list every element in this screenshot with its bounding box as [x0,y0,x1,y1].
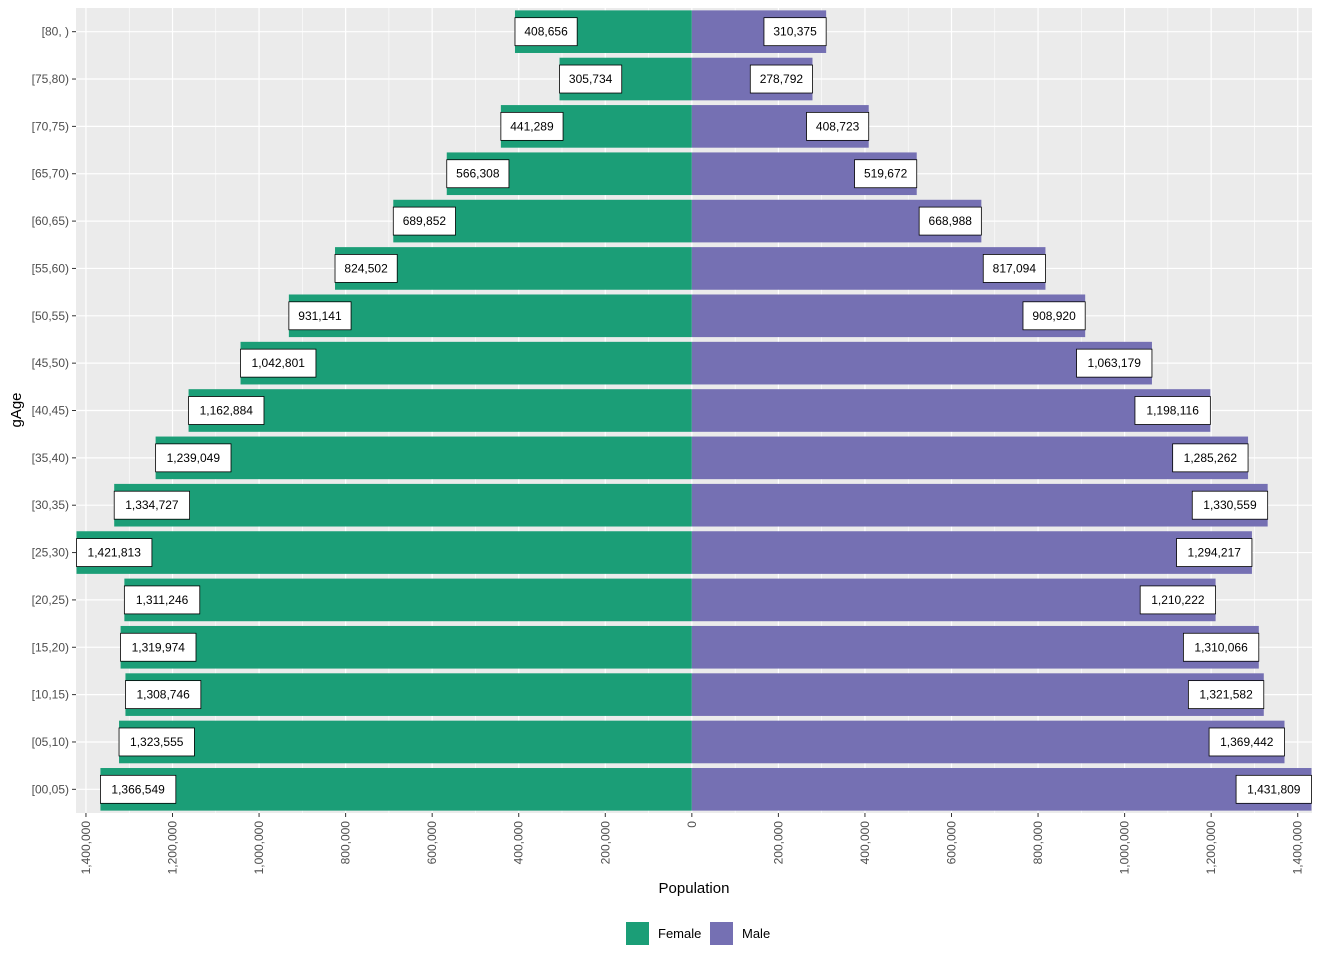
y-tick-label: [60,65) [32,214,69,228]
x-axis-title: Population [659,880,730,897]
data-label-male: 1,285,262 [1184,451,1238,465]
bar-male [692,721,1285,764]
data-label-male: 1,198,116 [1146,404,1199,418]
bar-female [77,531,692,574]
data-label-male: 1,330,559 [1203,498,1257,512]
y-axis: [80, ) [75,80) [70,75) [65,70) [60,65) [55,60… [32,25,76,797]
x-tick-label: 200,000 [771,821,785,865]
data-label-female: 1,319,974 [132,640,186,654]
bar-male [692,531,1252,574]
legend-label-female: Female [658,926,701,941]
data-label-male: 310,375 [773,25,817,39]
data-label-female: 1,042,801 [252,356,306,370]
x-tick-label: 1,400,000 [1291,821,1305,875]
legend: Female Male [626,922,770,945]
x-tick-label: 400,000 [858,821,872,865]
population-pyramid-chart: 408,656 310,375 305,734 278,792 441,289 408,7… [0,0,1320,962]
data-label-female: 1,334,727 [125,498,179,512]
bar-male [692,437,1248,480]
data-label-male: 1,321,582 [1199,688,1253,702]
x-tick-label: 1,400,000 [79,821,93,875]
data-label-female: 408,656 [524,25,568,39]
y-tick-label: [80, ) [42,25,69,39]
y-tick-label: [55,60) [32,261,69,275]
bar-male [692,626,1259,669]
bar-female [119,721,692,764]
data-label-male: 908,920 [1032,309,1076,323]
y-tick-label: [15,20) [32,640,69,654]
x-tick-label: 600,000 [425,821,439,865]
data-label-female: 305,734 [569,72,613,86]
data-label-male: 1,431,809 [1247,782,1301,796]
y-tick-label: [20,25) [32,593,69,607]
bar-female [156,437,692,480]
bar-male [692,389,1211,432]
data-label-female: 1,308,746 [136,688,190,702]
y-tick-label: [75,80) [32,72,69,86]
x-tick-label: 1,000,000 [1118,821,1132,875]
bar-female [124,579,691,622]
data-label-female: 566,308 [456,167,500,181]
x-tick-label: 1,200,000 [166,821,180,875]
y-tick-label: [05,10) [32,735,69,749]
y-tick-label: [10,15) [32,688,69,702]
data-label-female: 1,239,049 [167,451,221,465]
data-label-male: 408,723 [816,119,860,133]
y-tick-label: [35,40) [32,451,69,465]
legend-key-male [710,922,733,945]
legend-key-female [626,922,649,945]
data-label-female: 1,323,555 [130,735,184,749]
data-label-male: 1,210,222 [1151,593,1205,607]
x-tick-label: 1,000,000 [252,821,266,875]
x-tick-label: 0 [685,821,699,828]
y-tick-label: [65,70) [32,167,69,181]
x-tick-label: 800,000 [339,821,353,865]
bar-male [692,484,1268,527]
bar-male [692,579,1216,622]
data-label-male: 1,063,179 [1088,356,1142,370]
bar-male [692,768,1312,811]
y-tick-label: [30,35) [32,498,69,512]
bar-male [692,673,1264,716]
x-tick-label: 1,200,000 [1204,821,1218,875]
data-label-female: 441,289 [510,119,554,133]
y-axis-title: gAge [8,392,25,427]
data-label-male: 519,672 [864,167,908,181]
x-axis: 1,400,000 1,200,000 1,000,000 800,000 600,00… [79,813,1305,874]
x-tick-label: 600,000 [945,821,959,865]
data-label-female: 931,141 [298,309,342,323]
data-label-female: 1,162,884 [200,404,254,418]
bar-female [125,673,691,716]
x-tick-label: 200,000 [598,821,612,865]
data-label-female: 689,852 [403,214,447,228]
data-label-male: 817,094 [993,261,1037,275]
data-label-male: 668,988 [929,214,973,228]
legend-label-male: Male [742,926,770,941]
data-label-female: 1,421,813 [88,546,142,560]
y-tick-label: [45,50) [32,356,69,370]
y-tick-label: [70,75) [32,119,69,133]
y-tick-label: [40,45) [32,404,69,418]
data-label-male: 278,792 [760,72,804,86]
y-tick-label: [50,55) [32,309,69,323]
x-tick-label: 400,000 [512,821,526,865]
y-tick-label: [00,05) [32,782,69,796]
bar-female [114,484,692,527]
data-label-female: 1,311,246 [136,593,189,607]
x-tick-label: 800,000 [1031,821,1045,865]
bar-female [121,626,692,669]
data-label-female: 824,502 [344,261,388,275]
bar-female [100,768,691,811]
y-tick-label: [25,30) [32,546,69,560]
data-label-male: 1,294,217 [1188,546,1242,560]
data-label-female: 1,366,549 [111,782,165,796]
data-label-male: 1,369,442 [1220,735,1274,749]
data-label-male: 1,310,066 [1194,640,1248,654]
